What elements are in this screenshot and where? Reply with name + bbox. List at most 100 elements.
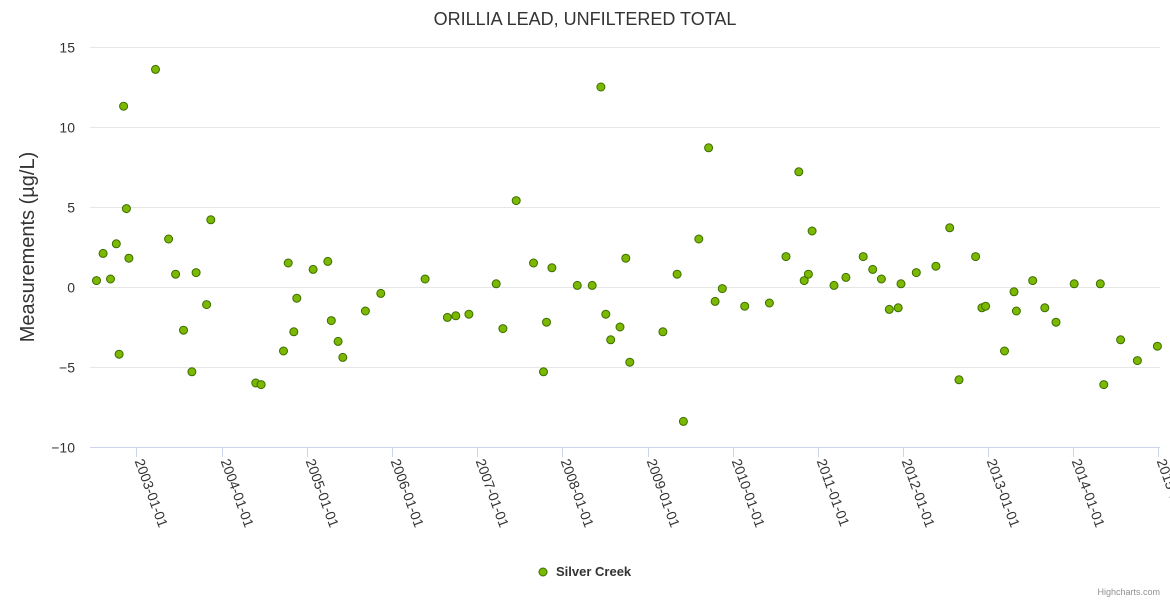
data-point[interactable] [884,304,894,314]
data-point[interactable] [1069,279,1079,289]
data-point[interactable] [420,274,430,284]
data-point[interactable] [981,301,991,311]
chart-title: ORILLIA LEAD, UNFILTERED TOTAL [434,9,737,29]
legend-marker [538,567,548,577]
data-point[interactable] [799,276,809,286]
data-point[interactable] [794,167,804,177]
series-silver-creek[interactable] [92,64,1162,426]
data-point[interactable] [893,303,903,313]
data-point[interactable] [601,309,611,319]
credits-link[interactable]: Highcharts.com [1097,587,1160,597]
data-point[interactable] [807,226,817,236]
data-point[interactable] [511,196,521,206]
x-tick-label: 2009-01-01 [644,457,684,530]
x-tick-label: 2007-01-01 [473,457,513,530]
data-point[interactable] [529,258,538,268]
data-point[interactable] [1000,346,1009,356]
data-point[interactable] [106,274,115,284]
y-tick-label: −5 [59,360,75,376]
legend[interactable]: Silver Creek [538,564,632,579]
data-point[interactable] [179,325,188,335]
data-point[interactable] [841,272,851,282]
data-point[interactable] [326,316,336,326]
y-tick-label: 5 [67,200,75,216]
data-point[interactable] [1132,356,1142,366]
data-point[interactable] [289,327,299,337]
data-point[interactable] [1051,317,1061,327]
data-point[interactable] [1116,335,1126,345]
data-point[interactable] [151,64,160,74]
data-point[interactable] [539,367,548,377]
data-point[interactable] [206,215,216,225]
data-point[interactable] [971,252,981,262]
legend-item-silver-creek[interactable]: Silver Creek [556,564,632,579]
data-point[interactable] [171,269,181,279]
data-point[interactable] [615,322,625,332]
data-point[interactable] [678,416,688,426]
data-point[interactable] [1028,276,1038,286]
data-point[interactable] [114,349,124,359]
data-point[interactable] [279,346,288,356]
data-point[interactable] [596,82,606,92]
data-point[interactable] [338,352,348,362]
data-point[interactable] [98,248,108,258]
data-point[interactable] [498,324,508,334]
data-point[interactable] [704,143,714,153]
data-point[interactable] [625,357,635,367]
data-point[interactable] [740,301,750,311]
data-point[interactable] [858,252,868,262]
data-point[interactable] [694,234,704,244]
data-point[interactable] [781,252,791,262]
data-point[interactable] [606,335,616,345]
data-point[interactable] [308,264,318,274]
data-point[interactable] [292,293,302,303]
data-point[interactable] [911,268,921,278]
data-point[interactable] [124,253,134,263]
data-point[interactable] [672,269,682,279]
data-point[interactable] [945,223,955,233]
data-point[interactable] [464,309,474,319]
data-point[interactable] [111,239,121,249]
data-point[interactable] [542,317,551,327]
x-axis: 2003-01-01 2004-01-01 2005-01-01 2006-01-01… [90,447,1170,530]
data-point[interactable] [572,280,582,290]
data-point[interactable] [658,327,668,337]
data-point[interactable] [876,274,886,284]
data-point[interactable] [868,264,878,274]
data-point[interactable] [829,280,839,290]
data-point[interactable] [1095,279,1105,289]
x-tick-label: 2005-01-01 [303,457,343,530]
data-point[interactable] [333,336,343,346]
data-point[interactable] [896,279,906,289]
data-point[interactable] [283,258,293,268]
data-point[interactable] [1009,287,1019,297]
data-point[interactable] [256,380,266,390]
data-point[interactable] [323,256,333,266]
data-point[interactable] [121,204,131,214]
data-point[interactable] [621,253,631,263]
data-point[interactable] [451,311,461,321]
data-point[interactable] [764,298,774,308]
data-point[interactable] [360,306,370,316]
x-tick-label: 2014-01-01 [1069,457,1109,530]
data-point[interactable] [547,263,557,273]
data-point[interactable] [1040,303,1050,313]
data-point[interactable] [92,276,101,286]
data-point[interactable] [710,296,720,306]
data-point[interactable] [187,367,197,377]
data-point[interactable] [191,268,201,278]
data-point[interactable] [931,261,941,271]
data-point[interactable] [954,375,964,385]
data-point[interactable] [202,300,212,310]
data-point[interactable] [1099,380,1109,390]
data-point[interactable] [803,269,813,279]
data-point[interactable] [376,288,386,298]
data-point[interactable] [587,280,597,290]
data-point[interactable] [442,312,452,322]
data-point[interactable] [164,234,174,244]
data-point[interactable] [1011,306,1021,316]
data-point[interactable] [491,279,501,289]
data-point[interactable] [119,101,129,111]
data-point[interactable] [1152,341,1162,351]
data-point[interactable] [717,284,727,294]
